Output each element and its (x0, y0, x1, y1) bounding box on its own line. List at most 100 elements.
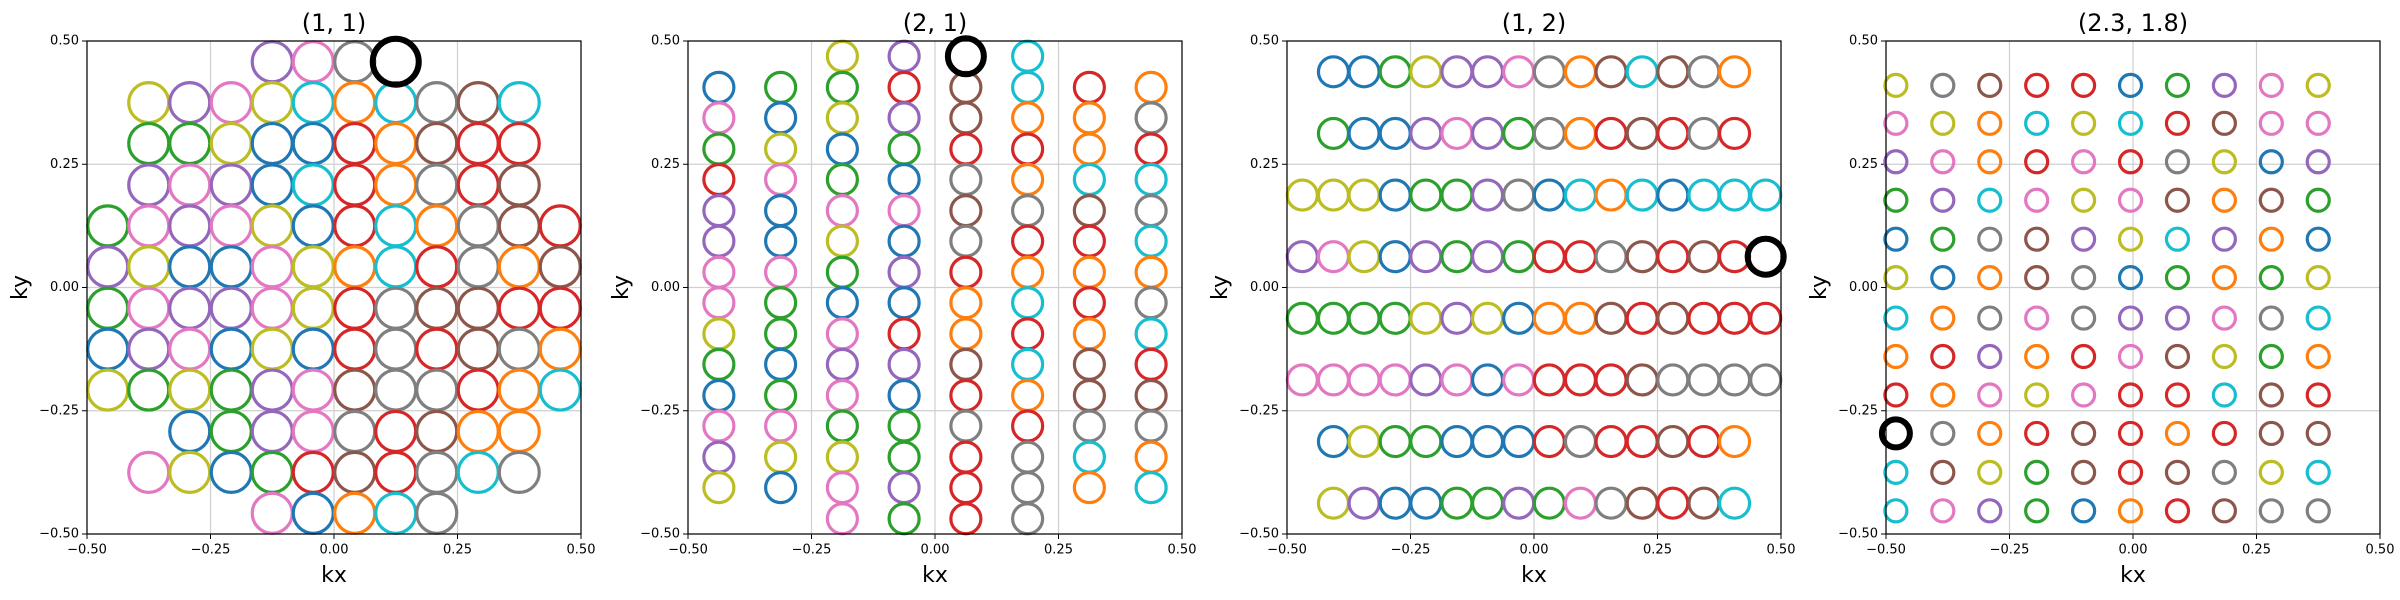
point (825, 378, 859, 413)
axes-frame (86, 40, 582, 535)
point (2305, 226, 2331, 252)
y-axis-label: ky (8, 275, 33, 300)
point (497, 163, 541, 207)
subplot: −0.50 −0.25 0.00 0.25 0.50 −0.50 −0.25 0.00 0.25… (1208, 9, 1795, 588)
point (1378, 363, 1412, 397)
point (2164, 498, 2191, 524)
point (1563, 486, 1598, 520)
point (2024, 420, 2050, 447)
point (2211, 498, 2237, 524)
point (127, 121, 171, 166)
point (2211, 459, 2237, 485)
point (415, 491, 459, 535)
point (1285, 178, 1319, 212)
point (1502, 178, 1536, 212)
point (1072, 255, 1106, 289)
point (949, 224, 983, 258)
point (887, 317, 921, 351)
point (1011, 255, 1045, 289)
y-tick-label: 0.50 (1250, 34, 1279, 49)
y-tick-label: −0.25 (1838, 403, 1878, 418)
x-tick-label: 0.25 (2242, 543, 2271, 558)
point (825, 132, 859, 166)
point (456, 121, 500, 166)
point (949, 286, 983, 320)
point (127, 163, 171, 207)
point (702, 193, 736, 228)
point (1977, 72, 2003, 98)
point (1930, 305, 1956, 331)
point (1563, 301, 1598, 335)
point (1717, 486, 1752, 520)
point (250, 204, 294, 248)
point (1563, 240, 1598, 274)
point (291, 327, 335, 371)
point (949, 101, 983, 135)
point (374, 121, 418, 166)
point (887, 101, 921, 135)
point (1532, 240, 1566, 274)
point (291, 286, 335, 330)
point (291, 450, 335, 494)
axes-frame (687, 40, 1183, 535)
point (764, 255, 798, 289)
point (209, 163, 253, 207)
point (168, 368, 212, 412)
point (1011, 224, 1045, 258)
point (1470, 178, 1505, 212)
point (127, 245, 171, 289)
point (2117, 305, 2144, 331)
point (1625, 116, 1659, 151)
point (887, 193, 921, 228)
point (1011, 378, 1045, 413)
point (538, 286, 582, 330)
point (764, 70, 798, 104)
point (209, 245, 253, 289)
point (127, 204, 171, 248)
point (1134, 378, 1168, 413)
point (2164, 226, 2191, 252)
point (949, 317, 983, 351)
y-tick-label: 0.50 (651, 34, 680, 49)
point (1409, 116, 1443, 151)
point (2164, 265, 2191, 291)
subplot: −0.50 −0.25 0.00 0.25 0.50 −0.50 −0.25 0.00 0.25… (609, 9, 1196, 588)
point (168, 163, 212, 207)
point (702, 409, 736, 443)
point (2024, 72, 2050, 98)
point (1977, 382, 2003, 408)
point (1883, 459, 1909, 485)
point (2117, 72, 2144, 98)
point (497, 204, 541, 248)
point (2305, 382, 2331, 408)
subplot-title: (2, 1) (903, 9, 968, 37)
point (2024, 382, 2050, 408)
point (1717, 424, 1752, 459)
point (2211, 149, 2237, 175)
y-axis-label: ky (609, 275, 634, 300)
point (1440, 424, 1474, 459)
y-axis-label: ky (1807, 275, 1832, 300)
point (1134, 440, 1168, 474)
point (1072, 162, 1106, 197)
point (764, 224, 798, 258)
point (2024, 343, 2050, 370)
point (887, 70, 921, 104)
point (887, 39, 921, 73)
point (415, 245, 459, 289)
point (2164, 382, 2191, 408)
point (764, 101, 798, 135)
point (1134, 409, 1168, 443)
point (2258, 72, 2284, 98)
point (2071, 226, 2097, 252)
point (1883, 110, 1909, 136)
point (1134, 347, 1168, 382)
point (1378, 55, 1412, 89)
point (374, 450, 418, 494)
point (2164, 110, 2191, 136)
point (2305, 149, 2331, 175)
point (1687, 240, 1721, 274)
point (1347, 301, 1381, 335)
x-tick-label: −0.50 (1866, 543, 1906, 558)
point (2305, 420, 2331, 447)
